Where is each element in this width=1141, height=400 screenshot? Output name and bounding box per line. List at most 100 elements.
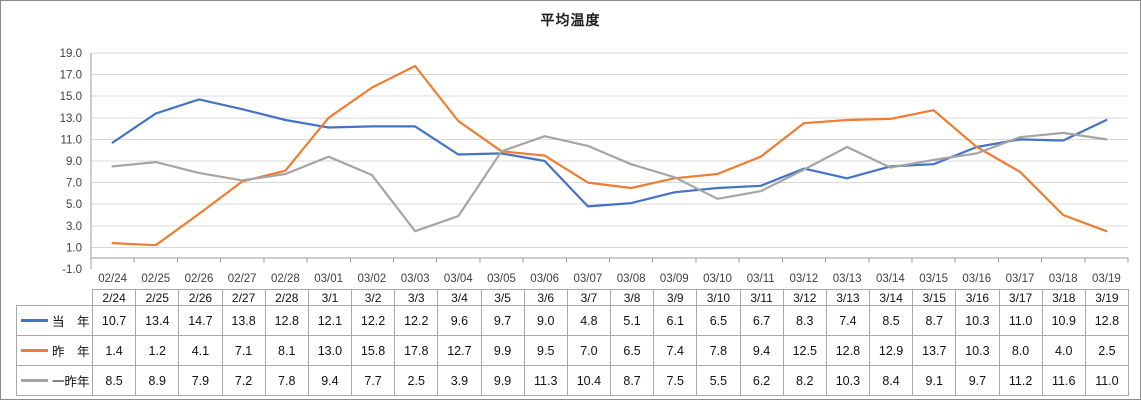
legend-line-swatch <box>21 319 48 322</box>
table-value-cell: 13.8 <box>222 306 266 336</box>
table-value-cell: 12.7 <box>438 336 482 366</box>
series-line <box>111 64 1108 247</box>
x-tick-label: 03/19 <box>1092 273 1121 285</box>
table-value-cell: 7.0 <box>567 336 611 366</box>
table-value-cell: 7.9 <box>179 366 223 396</box>
table-header-cell: 2/24 <box>93 289 137 306</box>
table-value-cell: 5.1 <box>611 306 655 336</box>
legend-label: 昨 年 <box>52 345 90 359</box>
table-value-cell: 12.8 <box>1085 306 1129 336</box>
y-tick-label: 1.0 <box>66 242 82 254</box>
table-value-cell: 9.4 <box>740 336 784 366</box>
chart-plot-area: -1.0 1.0 3.0 5.0 7.0 9.0 11.0 13.0 15.0 17.0 19.0 0… <box>60 48 1129 285</box>
table-value-cell: 7.2 <box>222 366 266 396</box>
table-value-cell: 10.3 <box>956 306 1000 336</box>
table-header-cell: 3/8 <box>611 289 655 306</box>
table-value-cell: 5.5 <box>697 366 741 396</box>
table-value-cell: 12.9 <box>870 336 914 366</box>
table-value-cell: 4.8 <box>567 306 611 336</box>
table-value-cell: 8.5 <box>93 366 137 396</box>
table-value-cell: 7.4 <box>654 336 698 366</box>
table-value-cell: 7.4 <box>826 306 870 336</box>
table-header-cell: 2/25 <box>136 289 180 306</box>
table-header-cell: 3/13 <box>826 289 870 306</box>
x-tick-label: 03/18 <box>1049 273 1078 285</box>
legend-label: 一昨年 <box>52 375 90 389</box>
x-tick-label: 03/11 <box>747 273 775 285</box>
y-tick-label: 5.0 <box>66 199 82 211</box>
table-value-cell: 12.5 <box>783 336 827 366</box>
table-value-cell: 10.3 <box>956 336 1000 366</box>
table-value-cell: 3.9 <box>438 366 482 396</box>
table-value-cell: 4.0 <box>1042 336 1086 366</box>
table-header-cell: 3/9 <box>654 289 698 306</box>
x-tick-label: 02/27 <box>228 273 257 285</box>
table-value-cell: 8.4 <box>870 366 914 396</box>
table-header-cell: 3/14 <box>870 289 914 306</box>
x-tick-label: 03/13 <box>833 273 862 285</box>
table-value-cell: 9.4 <box>308 366 352 396</box>
x-tick-label: 03/01 <box>314 273 343 285</box>
series-line <box>111 98 1108 208</box>
table-value-cell: 13.4 <box>136 306 180 336</box>
x-tick-label: 02/28 <box>271 273 300 285</box>
table-value-cell: 6.5 <box>611 336 655 366</box>
table-header-cell: 3/2 <box>352 289 396 306</box>
table-header-cell: 3/18 <box>1042 289 1086 306</box>
table-value-cell: 8.7 <box>913 306 957 336</box>
y-tick-label: 9.0 <box>66 156 82 168</box>
table-value-cell: 8.3 <box>783 306 827 336</box>
x-tick-label: 03/16 <box>962 273 991 285</box>
legend-cell: 一昨年 <box>16 366 93 396</box>
table-value-cell: 11.2 <box>999 366 1043 396</box>
table-value-cell: 6.2 <box>740 366 784 396</box>
table-value-cell: 9.5 <box>524 336 568 366</box>
table-value-cell: 8.0 <box>999 336 1043 366</box>
table-header-cell: 3/12 <box>783 289 827 306</box>
x-tick-label: 03/10 <box>703 273 732 285</box>
table-value-cell: 7.8 <box>697 336 741 366</box>
table-value-cell: 9.1 <box>913 366 957 396</box>
table-value-cell: 8.7 <box>611 366 655 396</box>
table-value-cell: 9.7 <box>956 366 1000 396</box>
series-line <box>111 131 1108 233</box>
table-value-cell: 17.8 <box>395 336 439 366</box>
table-value-cell: 11.6 <box>1042 366 1086 396</box>
table-value-cell: 6.1 <box>654 306 698 336</box>
x-tick-label: 03/17 <box>1006 273 1035 285</box>
data-table: 2/24 2/25 2/26 2/27 2/28 3/1 3/2 3/3 3/4 3/5 3/6 3/… <box>16 289 1129 396</box>
table-value-cell: 9.9 <box>481 366 525 396</box>
table-value-cell: 7.8 <box>265 366 309 396</box>
table-value-cell: 11.0 <box>999 306 1043 336</box>
table-value-cell: 10.9 <box>1042 306 1086 336</box>
y-tick-label: 13.0 <box>60 113 82 125</box>
table-value-cell: 8.2 <box>783 366 827 396</box>
table-value-cell: 8.9 <box>136 366 180 396</box>
table-value-cell: 4.1 <box>179 336 223 366</box>
table-value-cell: 6.7 <box>740 306 784 336</box>
legend-line-swatch <box>21 349 48 352</box>
table-header-cell: 3/19 <box>1085 289 1129 306</box>
legend-line-swatch <box>21 379 48 382</box>
table-header-cell: 3/5 <box>481 289 525 306</box>
y-tick-label: 17.0 <box>60 70 82 82</box>
table-corner-cell <box>16 289 93 306</box>
table-header-cell: 3/1 <box>308 289 352 306</box>
table-value-cell: 8.5 <box>870 306 914 336</box>
table-header-cell: 3/7 <box>567 289 611 306</box>
table-value-cell: 10.3 <box>826 366 870 396</box>
y-tick-label: 19.0 <box>60 48 82 60</box>
table-header-cell: 3/10 <box>697 289 741 306</box>
table-value-cell: 1.4 <box>93 336 137 366</box>
table-header-cell: 3/16 <box>956 289 1000 306</box>
y-tick-label: 15.0 <box>60 91 82 103</box>
x-tick-label: 03/09 <box>660 273 689 285</box>
table-value-cell: 7.5 <box>654 366 698 396</box>
table-value-cell: 12.2 <box>395 306 439 336</box>
table-value-cell: 6.5 <box>697 306 741 336</box>
table-value-cell: 11.0 <box>1085 366 1129 396</box>
x-tick-label: 03/06 <box>530 273 559 285</box>
table-value-cell: 10.4 <box>567 366 611 396</box>
table-value-cell: 13.0 <box>308 336 352 366</box>
